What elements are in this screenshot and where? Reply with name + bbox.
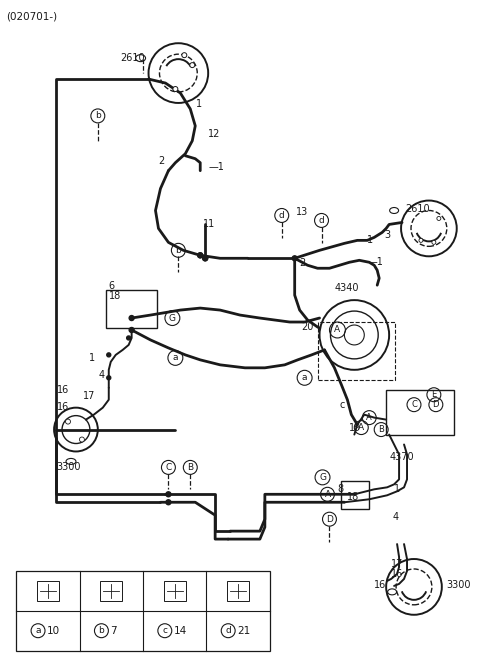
Text: 17: 17 [83,391,96,401]
Text: b: b [95,111,101,121]
Circle shape [129,316,134,320]
Circle shape [129,328,134,333]
Text: B: B [187,463,193,472]
Circle shape [292,256,297,261]
Text: A: A [358,423,364,432]
Circle shape [198,253,203,258]
Text: E: E [431,390,436,399]
Text: 16: 16 [57,384,69,395]
Text: d: d [225,626,231,635]
Circle shape [437,216,441,221]
Circle shape [173,86,178,92]
Bar [100,581,122,601]
Circle shape [190,63,195,67]
Text: 3300: 3300 [447,580,471,590]
Text: D: D [326,515,333,524]
Text: 6: 6 [109,281,115,291]
Text: (020701-): (020701-) [6,11,58,22]
Text: 11: 11 [203,219,216,229]
Circle shape [166,492,171,496]
Text: 4: 4 [99,370,105,380]
Text: 2610: 2610 [405,204,430,214]
Text: —1: —1 [208,162,224,172]
Text: 1: 1 [196,99,203,109]
Circle shape [79,437,84,442]
Text: 2: 2 [158,156,165,166]
Circle shape [166,500,171,505]
Text: 2610: 2610 [120,53,145,63]
Bar [227,581,249,601]
Text: c: c [162,626,168,635]
Text: 18: 18 [348,493,360,502]
Bar [164,581,186,601]
Circle shape [65,419,71,424]
Text: 16: 16 [391,569,403,579]
Text: 10: 10 [47,626,60,636]
Bar [37,581,59,601]
Circle shape [107,376,111,380]
Text: 1: 1 [89,353,95,363]
Text: b: b [98,626,104,635]
Circle shape [107,353,111,357]
Bar [341,481,369,509]
Text: 20: 20 [301,322,314,332]
Text: a: a [173,353,178,362]
Text: 19: 19 [349,422,361,432]
Text: 16: 16 [57,402,69,411]
Text: 1: 1 [367,235,373,246]
Text: A: A [366,413,372,422]
Text: a: a [302,373,307,383]
Circle shape [127,336,131,340]
Text: B: B [378,425,384,434]
Text: 17: 17 [391,559,404,569]
Text: 16: 16 [374,580,386,590]
Text: d: d [319,216,324,225]
Circle shape [198,253,203,258]
Circle shape [182,52,187,58]
Bar [318,322,395,380]
Text: C: C [411,400,417,409]
Text: 8: 8 [337,484,344,495]
Text: 12: 12 [208,129,221,139]
Text: G: G [169,314,176,322]
Text: 21: 21 [237,626,251,636]
Text: 2: 2 [300,258,306,269]
Text: A: A [335,326,340,335]
Text: A: A [324,490,331,499]
Circle shape [203,256,208,261]
Text: 3: 3 [384,231,390,240]
Text: D: D [432,400,439,409]
Text: c: c [339,400,345,409]
Bar [106,290,157,328]
Circle shape [432,240,436,244]
Text: 4340: 4340 [335,283,359,293]
Bar [16,571,270,650]
Text: 13: 13 [296,208,308,217]
Text: a: a [36,626,41,635]
Text: 3300: 3300 [56,462,81,472]
Text: b: b [176,246,181,255]
Text: 4370: 4370 [389,453,414,462]
Text: 1: 1 [394,484,400,495]
Circle shape [203,256,208,261]
Text: 4: 4 [392,512,398,522]
Text: —1: —1 [367,257,383,267]
Text: G: G [319,473,326,482]
Text: 18: 18 [109,291,121,301]
Text: d: d [279,211,285,220]
Text: 14: 14 [174,626,187,636]
Text: 7: 7 [110,626,117,636]
Bar [386,390,454,434]
Text: C: C [165,463,171,472]
Circle shape [419,238,423,242]
